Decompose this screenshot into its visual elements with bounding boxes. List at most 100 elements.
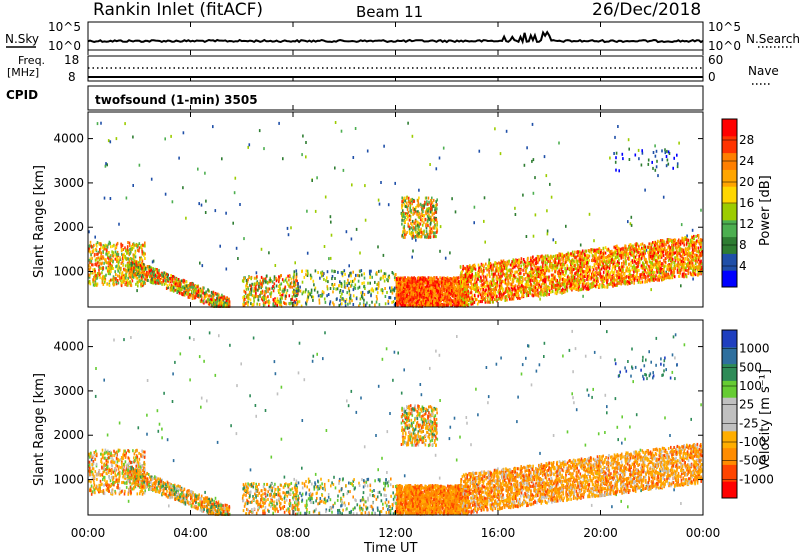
echo-cell <box>167 277 170 281</box>
echo-cell <box>211 298 213 302</box>
echo-cell <box>671 276 674 280</box>
echo-cell <box>686 248 688 252</box>
echo-cell <box>255 271 258 275</box>
echo-cell <box>664 260 666 264</box>
echo-cell <box>134 267 137 271</box>
echo-cell <box>217 302 220 306</box>
echo-cell <box>279 283 281 287</box>
echo-cell <box>255 285 257 289</box>
echo-cell <box>396 303 399 307</box>
echo-cell <box>438 156 441 160</box>
echo-cell <box>88 249 90 253</box>
echo-cell <box>413 208 416 212</box>
echo-cell <box>400 304 403 308</box>
echo-cell <box>452 277 454 281</box>
echo-cell <box>344 272 346 276</box>
echo-cell <box>179 281 181 285</box>
echo-cell <box>423 214 425 217</box>
echo-cell <box>242 296 244 300</box>
echo-cell <box>700 208 702 212</box>
echo-cell <box>443 287 445 291</box>
echo-cell <box>352 156 355 159</box>
echo-cell <box>380 269 382 273</box>
echo-cell <box>473 221 475 225</box>
echo-cell <box>628 269 630 273</box>
echo-cell <box>290 226 292 230</box>
echo-cell <box>171 200 174 204</box>
echo-cell <box>417 226 420 229</box>
echo-cell <box>444 293 447 297</box>
echo-cell <box>655 274 657 278</box>
echo-cell <box>249 298 252 302</box>
echo-cell <box>381 288 383 292</box>
echo-cell <box>144 257 146 260</box>
echo-cell <box>439 276 441 280</box>
echo-cell <box>299 285 301 289</box>
echo-cell <box>408 214 411 218</box>
echo-cell <box>177 282 179 286</box>
echo-cell <box>170 283 173 287</box>
echo-cell <box>438 279 440 283</box>
echo-cell <box>92 268 94 272</box>
echo-cell <box>386 278 388 282</box>
echo-cell <box>689 260 692 264</box>
echo-cell <box>296 291 298 295</box>
echo-cell <box>359 269 361 273</box>
echo-cell <box>279 292 281 296</box>
echo-cell <box>344 300 347 303</box>
echo-cell <box>395 281 398 285</box>
echo-cell <box>129 248 131 252</box>
echo-cell <box>268 287 271 291</box>
echo-cell <box>376 291 379 295</box>
echo-cell <box>280 282 283 286</box>
echo-cell <box>143 251 145 255</box>
echo-cell <box>407 276 409 280</box>
echo-cell <box>358 304 360 308</box>
echo-cell <box>106 163 108 167</box>
echo-cell <box>245 284 247 288</box>
echo-cell <box>566 289 569 293</box>
echo-cell <box>423 304 426 308</box>
echo-cell <box>364 287 366 290</box>
echo-cell <box>155 269 158 273</box>
echo-cell <box>410 233 413 237</box>
echo-cell <box>290 281 293 285</box>
echo-cell <box>103 280 106 284</box>
echo-cell <box>195 288 197 292</box>
echo-cell <box>402 199 404 203</box>
echo-cell <box>196 292 198 296</box>
echo-cell <box>149 280 152 284</box>
echo-cell <box>390 289 393 293</box>
echo-cell <box>445 300 448 304</box>
echo-cell <box>305 288 307 292</box>
echo-cell <box>531 159 533 163</box>
echo-cell <box>386 291 388 294</box>
echo-cell <box>394 296 396 300</box>
echo-cell <box>436 283 438 287</box>
echo-cell <box>430 278 432 282</box>
echo-cell <box>404 229 406 233</box>
echo-cell <box>127 281 130 285</box>
echo-cell <box>212 125 214 129</box>
echo-cell <box>363 281 365 285</box>
echo-cell <box>353 285 355 289</box>
echo-cell <box>672 252 675 256</box>
echo-cell <box>347 278 349 282</box>
echo-cell <box>651 274 653 278</box>
echo-cell <box>117 253 120 257</box>
echo-cell <box>104 277 107 281</box>
echo-cell <box>454 279 456 283</box>
echo-cell <box>430 216 432 220</box>
echo-cell <box>434 297 437 301</box>
echo-cell <box>93 267 96 271</box>
echo-cell <box>199 261 201 265</box>
echo-cell <box>278 121 280 125</box>
echo-cell <box>504 263 506 267</box>
echo-cell <box>111 250 113 254</box>
echo-cell <box>367 281 369 285</box>
echo-cell <box>256 275 258 279</box>
echo-cell <box>409 209 411 213</box>
echo-cell <box>288 294 291 298</box>
echo-cell <box>151 281 154 285</box>
echo-cell <box>678 141 680 145</box>
